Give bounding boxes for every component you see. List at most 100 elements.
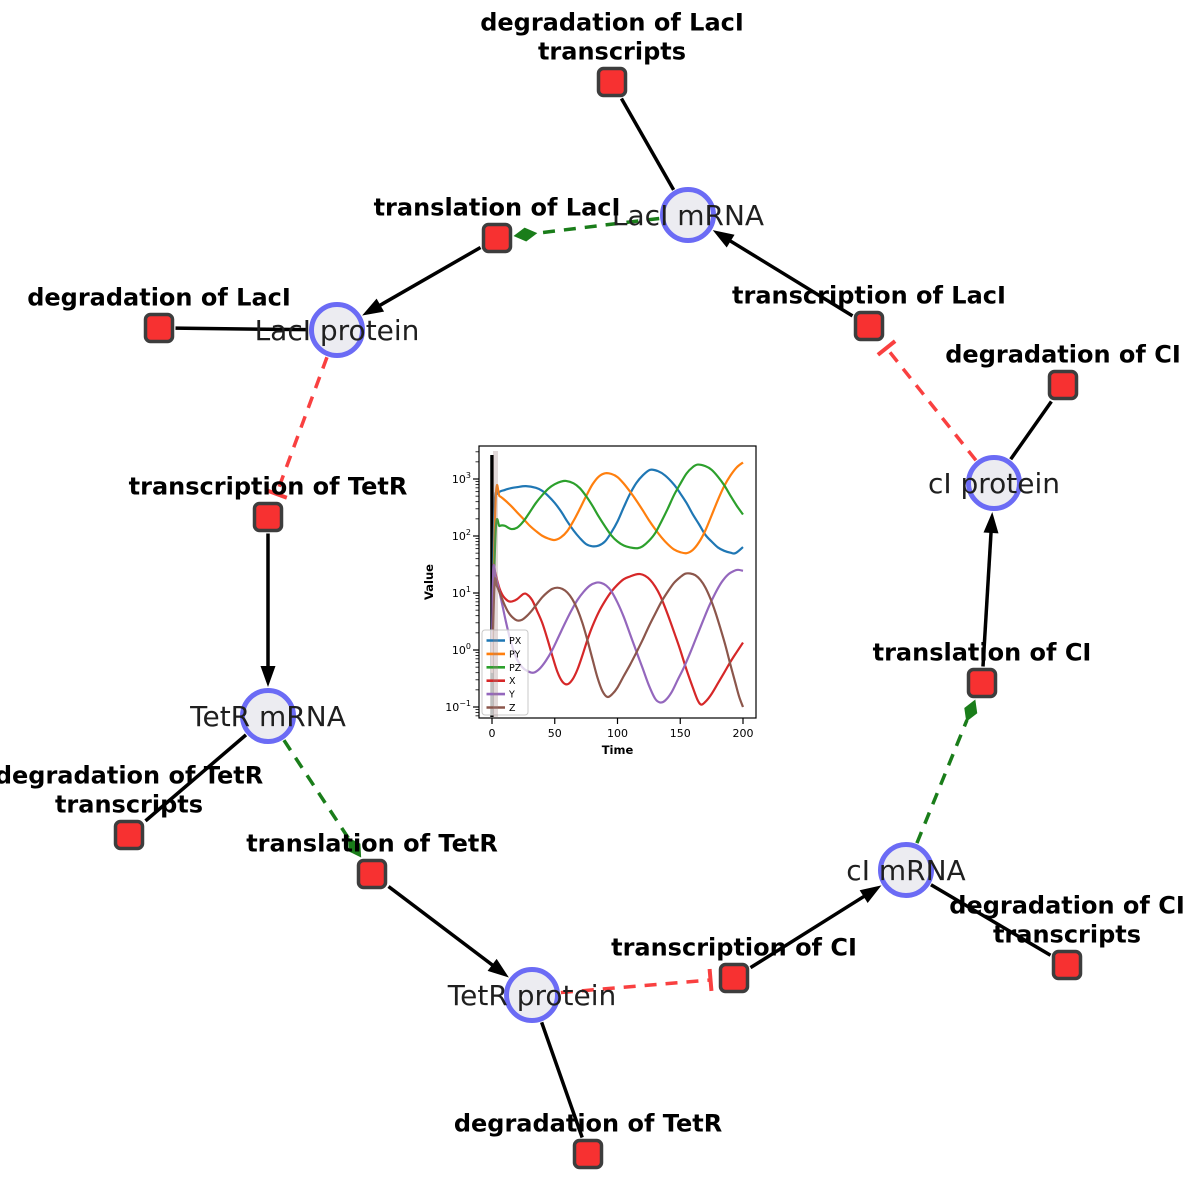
edge-transcription-of-tetr--tetr-mrna [260,533,276,687]
reaction-node-degradation-of-ci-transcripts [1051,949,1083,981]
chart-series-X [490,563,744,706]
reaction-label-degradation-of-tetr: degradation of TetR [454,1110,722,1138]
chart-series-PX [490,468,744,656]
chart-y-tick-label: 10−1 [445,699,471,714]
legend-label-PY: PY [509,649,521,660]
reaction-node-translation-of-laci [481,222,513,254]
reaction-label-degradation-of-laci: degradation of LacI [27,284,291,312]
reaction-label-transcription-of-ci: transcription of CI [611,934,857,962]
chart-x-tick-label: 200 [733,727,754,740]
reaction-label-translation-of-laci: translation of LacI [374,194,621,222]
species-label-ci-protein: cI protein [928,467,1060,500]
chart-initial-transient-band [493,451,498,717]
edge-tetr-mrna--translation-of-tetr [282,739,362,858]
species-label-laci-protein: LacI protein [255,314,420,347]
reaction-node-transcription-of-tetr [252,501,284,533]
edge-ci-mrna--translation-of-ci [915,699,978,844]
chart-series-PY [490,461,744,656]
edge-translation-of-laci--laci-protein [362,245,482,316]
arrowhead [983,511,999,534]
chart-y-axis-label: Value [422,564,436,600]
edge-tetr-protein--transcription-of-ci [560,968,714,995]
reaction-node-degradation-of-ci [1047,369,1079,401]
arrowhead [362,298,385,316]
modifier-arrowhead [347,837,362,858]
reaction-label-transcription-of-tetr: transcription of TetR [129,473,408,501]
species-node-tetr-protein [504,967,560,1023]
edges-layer [144,97,1053,1139]
chart-x-axis-label: Time [602,743,634,757]
edge-translation-of-tetr--tetr-protein [387,885,509,978]
chart-y-tick-label: 102 [452,528,471,543]
chart-x-tick-label: 150 [670,727,691,740]
edge-laci-mrna--degradation-of-laci-transcripts [619,97,676,191]
arrowhead [260,666,276,687]
inhibitor-tbar [265,488,288,500]
inhibitor-tbar [707,968,714,992]
reaction-label-degradation-of-ci: degradation of CI [945,341,1181,369]
species-label-tetr-mrna: TetR mRNA [189,700,346,733]
reaction-node-degradation-of-tetr [572,1138,604,1170]
reaction-node-degradation-of-laci-transcripts [596,66,628,98]
reaction-node-degradation-of-tetr-transcripts [113,819,145,851]
chart-y-tick-label: 100 [452,642,471,657]
species-node-laci-protein [309,302,365,358]
species-node-ci-mrna [878,842,934,898]
edge-ci-protein--transcription-of-laci [876,339,978,462]
edge-laci-protein--degradation-of-laci [175,326,309,332]
legend-item-X: X [486,676,516,687]
species-node-ci-protein [966,455,1022,511]
chart-series-Z [490,572,745,708]
edge-laci-mrna--translation-of-laci [513,216,660,242]
reaction-label-translation-of-tetr: translation of TetR [246,830,498,858]
edge-ci-protein--degradation-of-ci [1009,400,1053,461]
legend-item-PZ: PZ [486,663,522,674]
species-node-tetr-mrna [240,688,296,744]
legend-item-Y: Y [486,690,515,701]
chart-x-tick-label: 0 [489,727,496,740]
chart-y-tick-label: 103 [452,471,471,486]
arrowhead [712,230,735,248]
reaction-label-degradation-of-tetr-transcripts: degradation of TetR transcripts [0,762,263,819]
arrowhead [487,958,509,978]
legend-item-Z: Z [486,703,516,714]
reaction-node-transcription-of-laci [853,310,885,342]
reaction-label-degradation-of-laci-transcripts: degradation of LacI transcripts [480,9,744,66]
legend-label-PX: PX [509,636,522,647]
modifier-arrowhead [964,699,978,722]
modifier-arrowhead [513,227,538,242]
edge-transcription-of-laci--laci-mrna [712,230,854,318]
nodes-layer [113,66,1083,1170]
edge-tetr-protein--degradation-of-tetr [539,1021,584,1139]
reaction-node-degradation-of-laci [143,312,175,344]
reaction-label-transcription-of-laci: transcription of LacI [732,282,1006,310]
reaction-label-degradation-of-ci-transcripts: degradation of CI transcripts [949,892,1185,949]
legend-item-PX: PX [486,636,522,647]
edge-translation-of-ci--ci-protein [981,511,999,667]
species-node-laci-mrna [660,187,716,243]
edge-transcription-of-ci--ci-mrna [749,885,882,970]
edge-ci-mrna--degradation-of-ci-transcripts [930,883,1052,957]
chart-legend: PX PY PZ XYZ [481,629,529,716]
legend-label-X: X [509,676,516,687]
species-label-ci-mrna: cI mRNA [846,854,965,887]
reaction-label-translation-of-ci: translation of CI [873,639,1092,667]
edge-laci-protein--transcription-of-tetr [265,356,329,500]
reaction-node-translation-of-ci [966,667,998,699]
chart-y-tick-label: 101 [452,585,471,600]
reaction-node-translation-of-tetr [356,858,388,890]
labels-layer: LacI mRNA LacI protein TetR mRNA TetR prote… [0,9,1185,1138]
legend-item-PY: PY [486,649,521,660]
arrowhead [859,885,882,903]
chart-series-PZ [490,463,744,656]
species-label-laci-mrna: LacI mRNA [612,199,764,232]
legend-label-Y: Y [508,690,515,701]
chart-x-tick-label: 50 [548,727,562,740]
legend-label-Z: Z [509,703,516,714]
reaction-node-transcription-of-ci [718,962,750,994]
legend-label-PZ: PZ [509,663,522,674]
chart-x-tick-label: 100 [607,727,628,740]
